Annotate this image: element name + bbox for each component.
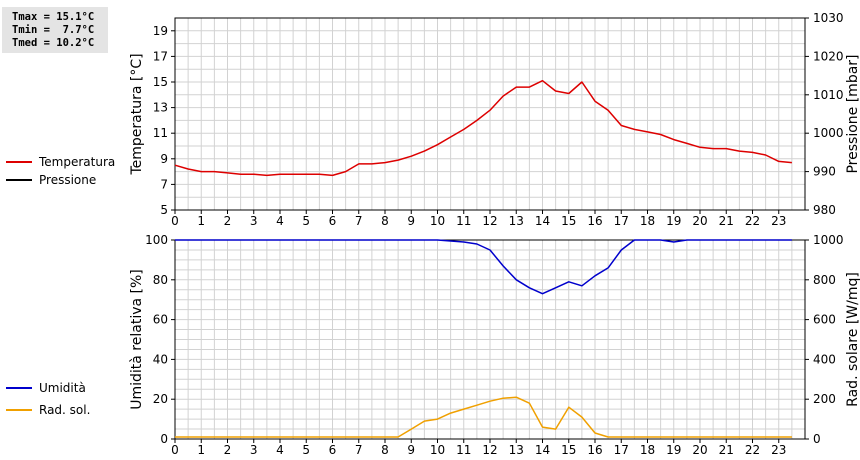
chart2-x-tick-label: 6 bbox=[329, 443, 337, 457]
chart1-y2-tick-label: 1020 bbox=[813, 49, 844, 63]
chart2-x-tick-label: 21 bbox=[719, 443, 734, 457]
legend-label-umidita: Umidità bbox=[39, 381, 86, 395]
chart2-y2-tick-label: 0 bbox=[813, 432, 821, 446]
chart2-x-tick-label: 8 bbox=[381, 443, 389, 457]
chart2-x-tick-label: 9 bbox=[407, 443, 415, 457]
chart1-y2-tick-label: 1010 bbox=[813, 88, 844, 102]
chart1-x-tick-label: 11 bbox=[456, 214, 471, 228]
chart1-x-tick-label: 20 bbox=[692, 214, 707, 228]
stat-tmax: Tmax = 15.1°C bbox=[12, 11, 95, 23]
chart2-x-tick-label: 16 bbox=[587, 443, 602, 457]
chart2-x-tick-label: 10 bbox=[430, 443, 445, 457]
chart1-x-tick-label: 0 bbox=[171, 214, 179, 228]
chart1-series-temperatura bbox=[174, 79, 792, 177]
chart1-y2-tick-label: 1000 bbox=[813, 126, 844, 140]
chart1-x-tick-label: 19 bbox=[666, 214, 681, 228]
chart1-y-tick-label: 13 bbox=[153, 101, 168, 115]
chart1-x-tick-label: 5 bbox=[302, 214, 310, 228]
stats-box: Tmax = 15.1°C Tmin = 7.7°C Tmed = 10.2°C bbox=[2, 7, 108, 53]
chart2-x-tick-label: 11 bbox=[456, 443, 471, 457]
chart2-x-tick-label: 2 bbox=[224, 443, 232, 457]
chart1-x-tick-label: 14 bbox=[535, 214, 550, 228]
chart1-x-tick-label: 3 bbox=[250, 214, 258, 228]
chart2-x-tick-label: 0 bbox=[171, 443, 179, 457]
chart1-x-tick-label: 16 bbox=[587, 214, 602, 228]
chart2-x-tick-label: 5 bbox=[302, 443, 310, 457]
chart2-y-tick-label: 40 bbox=[153, 352, 168, 366]
chart2-y-tick-label: 20 bbox=[153, 392, 168, 406]
chart2-y2-tick-label: 400 bbox=[813, 352, 836, 366]
chart2-y2-tick-label: 600 bbox=[813, 313, 836, 327]
chart1-y-tick-label: 15 bbox=[153, 75, 168, 89]
chart2-y2-tick-label: 800 bbox=[813, 273, 836, 287]
chart1-x-tick-label: 18 bbox=[640, 214, 655, 228]
chart2-y-axis-title: Umidità relativa [%] bbox=[129, 269, 145, 410]
chart1-y2-tick-label: 1030 bbox=[813, 11, 844, 25]
chart2-x-tick-label: 14 bbox=[535, 443, 550, 457]
chart2-x-tick-label: 13 bbox=[509, 443, 524, 457]
chart2-x-tick-label: 18 bbox=[640, 443, 655, 457]
chart1-x-tick-label: 9 bbox=[407, 214, 415, 228]
chart1-x-tick-label: 2 bbox=[224, 214, 232, 228]
chart2-x-tick-label: 12 bbox=[482, 443, 497, 457]
chart2-x-tick-label: 3 bbox=[250, 443, 258, 457]
chart1-x-tick-label: 12 bbox=[482, 214, 497, 228]
chart1-y2-tick-label: 990 bbox=[813, 165, 836, 179]
legend-label-temperatura: Temperatura bbox=[39, 155, 116, 169]
chart2-x-tick-label: 1 bbox=[197, 443, 205, 457]
chart2-y-tick-label: 60 bbox=[153, 313, 168, 327]
chart1-y-axis-title: Temperatura [°C] bbox=[129, 53, 145, 175]
chart1-y-tick-label: 19 bbox=[153, 24, 168, 38]
chart2-y-tick-label: 100 bbox=[145, 233, 168, 247]
chart1-x-tick-label: 1 bbox=[197, 214, 205, 228]
chart1-y2-axis-title: Pressione [mbar] bbox=[845, 54, 860, 173]
chart1-x-tick-label: 13 bbox=[509, 214, 524, 228]
chart1-x-tick-label: 15 bbox=[561, 214, 576, 228]
chart1-x-tick-label: 22 bbox=[745, 214, 760, 228]
chart1-x-tick-label: 6 bbox=[329, 214, 337, 228]
chart2-x-tick-label: 19 bbox=[666, 443, 681, 457]
chart1-y2-tick-label: 980 bbox=[813, 203, 836, 217]
chart1-x-tick-label: 17 bbox=[614, 214, 629, 228]
chart2-x-tick-label: 20 bbox=[692, 443, 707, 457]
chart2-x-tick-label: 7 bbox=[355, 443, 363, 457]
legend-label-rad-sol: Rad. sol. bbox=[39, 403, 91, 417]
chart2-x-tick-label: 22 bbox=[745, 443, 760, 457]
chart2-y-tick-label: 0 bbox=[160, 432, 168, 446]
chart1-x-tick-label: 23 bbox=[771, 214, 786, 228]
chart1-y-tick-label: 7 bbox=[160, 177, 168, 191]
chart2-series-umidit bbox=[175, 239, 792, 295]
legend-label-pressione: Pressione bbox=[39, 173, 97, 187]
chart2-y2-tick-label: 1000 bbox=[813, 233, 844, 247]
chart2-x-tick-label: 4 bbox=[276, 443, 284, 457]
chart1-y-tick-label: 17 bbox=[153, 49, 168, 63]
chart1-y-tick-label: 11 bbox=[153, 126, 168, 140]
chart2-x-tick-label: 17 bbox=[614, 443, 629, 457]
chart1-x-tick-label: 8 bbox=[381, 214, 389, 228]
chart1-y-tick-label: 9 bbox=[160, 152, 168, 166]
chart1-x-tick-label: 7 bbox=[355, 214, 363, 228]
chart1-x-tick-label: 21 bbox=[719, 214, 734, 228]
chart2-series-rad-sol bbox=[175, 396, 792, 438]
chart1-x-tick-label: 4 bbox=[276, 214, 284, 228]
chart2-x-tick-label: 15 bbox=[561, 443, 576, 457]
legend-swatch-pressione bbox=[6, 179, 32, 181]
chart2-y2-axis-title: Rad. solare [W/mq] bbox=[845, 272, 860, 407]
legend-swatch-temperatura bbox=[6, 161, 32, 163]
chart1-y-tick-label: 5 bbox=[160, 203, 168, 217]
chart1-x-tick-label: 10 bbox=[430, 214, 445, 228]
stat-tmin: Tmin = 7.7°C bbox=[12, 24, 95, 36]
stat-tmed: Tmed = 10.2°C bbox=[12, 37, 95, 49]
chart2-y-tick-label: 80 bbox=[153, 273, 168, 287]
legend-swatch-umidita bbox=[6, 387, 32, 389]
chart2-x-tick-label: 23 bbox=[771, 443, 786, 457]
legend-swatch-rad-sol bbox=[6, 409, 32, 411]
chart2-y2-tick-label: 200 bbox=[813, 392, 836, 406]
